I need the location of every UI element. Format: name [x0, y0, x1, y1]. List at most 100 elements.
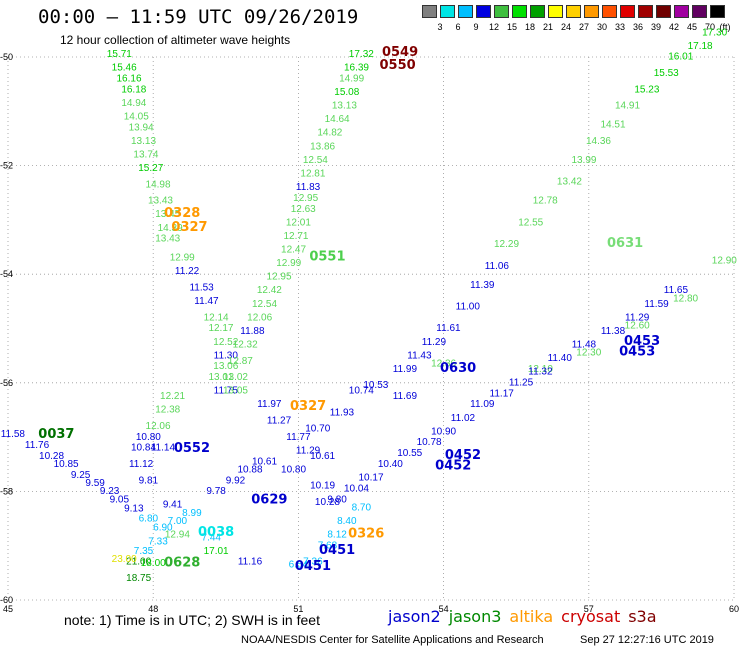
latitude-tick-label: -54	[0, 269, 13, 279]
pass-time-label: 0451	[319, 543, 355, 558]
wave-height-label: 10.17	[358, 473, 383, 484]
wave-height-label: 11.59	[644, 299, 669, 310]
colorbar-swatch	[584, 5, 599, 18]
wave-height-label: 11.76	[25, 440, 50, 451]
wave-height-label: 13.01	[208, 372, 233, 383]
wave-height-label: 13.13	[332, 101, 357, 112]
wave-height-label: 11.75	[214, 386, 239, 397]
mission-legend: jason2 jason3 altika cryosat s3a	[388, 607, 665, 626]
wave-height-label: 15.08	[334, 87, 359, 98]
wave-height-label: 12.32	[233, 340, 258, 351]
wave-height-label: 6.54	[289, 559, 309, 570]
wave-height-label: 10.61	[252, 456, 277, 467]
wave-height-label: 10.84	[131, 443, 156, 454]
pass-time-label: 0453	[619, 345, 655, 360]
wave-height-label: 14.39	[158, 223, 183, 234]
wave-height-label: 16.16	[116, 73, 141, 84]
wave-height-label: 13.43	[155, 234, 180, 245]
wave-height-label: 11.65	[664, 285, 689, 296]
colorbar-tick-label: 30	[596, 22, 607, 32]
wave-height-label: 12.71	[283, 231, 308, 242]
latitude-tick-label: -56	[0, 378, 13, 388]
wave-height-label: 12.47	[281, 244, 306, 255]
wave-height-label: 11.22	[175, 266, 200, 277]
wave-height-label: 18.00	[141, 558, 166, 569]
colorbar-tick-label: 21	[542, 22, 553, 32]
pass-time-label: 0326	[348, 527, 384, 542]
wave-height-label: 14.91	[615, 101, 640, 112]
wave-height-label: 11.14	[151, 443, 176, 454]
mission-legend-s3a: s3a	[628, 607, 657, 626]
wave-height-label: 11.25	[509, 378, 534, 389]
wave-height-label: 14.99	[339, 73, 364, 84]
wave-height-label: 23.00	[112, 554, 137, 565]
wave-height-label: 11.12	[129, 459, 154, 470]
wave-height-label: 7.00	[168, 516, 188, 527]
wave-height-label: 7.35	[134, 546, 154, 557]
pass-time-label: 0452	[435, 459, 471, 474]
wave-height-label: 11.97	[257, 399, 282, 410]
colorbar-swatch	[710, 5, 725, 18]
wave-height-label: 8.99	[182, 508, 202, 519]
map-grid	[7, 56, 735, 601]
wave-height-label: 21.00	[126, 557, 151, 568]
wave-height-label: 12.54	[303, 155, 328, 166]
pass-time-label: 0628	[164, 555, 200, 570]
wave-height-label: 12.17	[208, 323, 233, 334]
wave-height-label: 8.12	[327, 530, 347, 541]
wave-height-label: 10.55	[397, 448, 422, 459]
wave-height-label: 17.01	[204, 546, 229, 557]
colorbar-swatch	[458, 5, 473, 18]
colorbar-tick-label: 15	[506, 22, 517, 32]
colorbar-tick-label: 36	[632, 22, 643, 32]
wave-height-label: 7.33	[148, 537, 168, 548]
wave-height-label: 10.80	[136, 432, 161, 443]
wave-height-label: 11.32	[528, 367, 553, 378]
wave-height-label: 11.93	[330, 407, 355, 418]
wave-height-label: 12.94	[165, 530, 190, 541]
wave-height-label: 10.61	[310, 451, 335, 462]
pass-time-label: 0037	[38, 427, 74, 442]
wave-height-label: 13.74	[133, 149, 158, 160]
wave-height-label: 9.78	[206, 486, 226, 497]
wave-height-label: 14.64	[325, 114, 350, 125]
wave-height-label: 11.53	[189, 282, 214, 293]
colorbar-swatch	[638, 5, 653, 18]
wave-height-label: 8.40	[337, 516, 357, 527]
wave-height-label: 11.29	[625, 312, 650, 323]
colorbar-swatch	[620, 5, 635, 18]
wave-height-label: 12.87	[228, 356, 253, 367]
wave-height-label: 12.42	[257, 285, 282, 296]
pass-time-label: 0630	[440, 361, 476, 376]
colorbar-tick-label: 42	[668, 22, 679, 32]
wave-height-label: 11.06	[485, 261, 510, 272]
wave-height-label: 12.30	[576, 348, 601, 359]
wave-height-label: 10.80	[281, 464, 306, 475]
wave-height-label: 9.25	[71, 470, 91, 481]
wave-height-label: 11.48	[572, 340, 597, 351]
wave-height-label: 7.68	[318, 540, 338, 551]
wave-height-label: 18.75	[126, 573, 151, 584]
wave-height-label: 12.10	[528, 364, 553, 375]
colorbar-tick-label: 70	[704, 22, 715, 32]
colorbar-swatch	[530, 5, 545, 18]
wave-height-label: 12.01	[286, 217, 311, 228]
wave-height-label: 10.04	[344, 483, 369, 494]
note-text: note: 1) Time is in UTC; 2) SWH is in fe…	[64, 612, 320, 628]
latitude-tick-label: -52	[0, 161, 13, 171]
wave-height-label: 12.38	[155, 405, 180, 416]
wave-height-label: 10.88	[237, 464, 262, 475]
map-subtitle: 12 hour collection of altimeter wave hei…	[60, 33, 291, 47]
wave-height-label: 12.99	[170, 253, 195, 264]
wave-height-label: 15.46	[112, 63, 137, 74]
map-title: 00:00 – 11:59 UTC 09/26/2019	[38, 6, 359, 28]
wave-height-label: 9.59	[85, 478, 105, 489]
wave-height-label: 11.27	[267, 416, 292, 427]
wave-height-label: 9.92	[226, 475, 246, 486]
wave-height-label: 9.80	[327, 494, 347, 505]
wave-height-label: 12.52	[213, 337, 238, 348]
wave-height-label: 11.17	[490, 388, 515, 399]
wave-height-label: 11.38	[601, 326, 626, 337]
